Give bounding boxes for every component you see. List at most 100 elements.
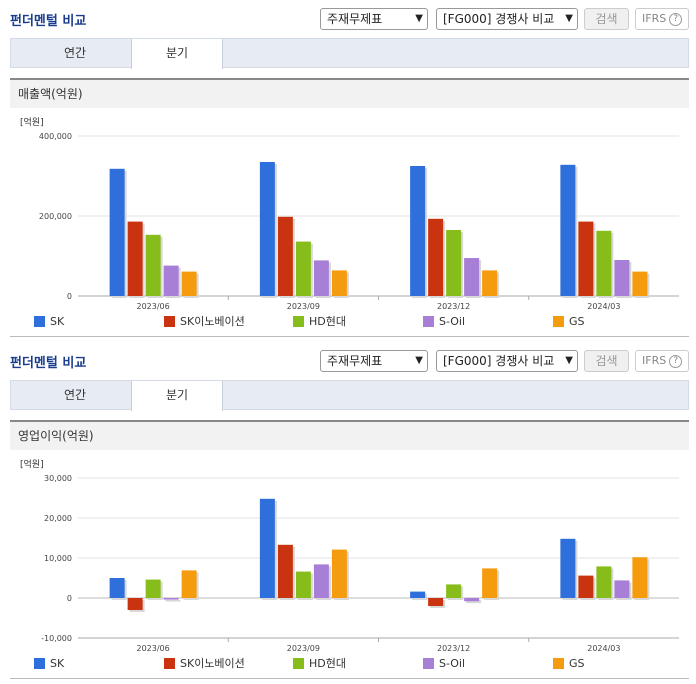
period-tabs: 연간 분기 xyxy=(10,38,689,69)
legend-swatch xyxy=(34,658,45,669)
fundamental-section-operating-profit: 펀더멘털 비교 주재무제표 ▼ [FG000] 경쟁사 비교 ▼ 검색 IFRS… xyxy=(0,342,696,684)
y-tick-label: 0 xyxy=(67,292,72,301)
chevron-down-icon: ▼ xyxy=(565,355,573,366)
fundamental-section-sales: 펀더멘털 비교 주재무제표 ▼ [FG000] 경쟁사 비교 ▼ 검색 IFRS… xyxy=(10,8,689,337)
legend-label: GS xyxy=(569,657,585,670)
legend-label: SK xyxy=(50,315,65,328)
y-unit-label: [억원] xyxy=(20,116,44,128)
legend-swatch xyxy=(34,316,45,327)
help-icon: ? xyxy=(669,12,683,26)
compare-select[interactable]: [FG000] 경쟁사 비교 ▼ xyxy=(436,350,578,372)
tab-quarterly[interactable]: 분기 xyxy=(131,381,223,411)
legend-label: S-Oil xyxy=(439,315,465,328)
bar-sk-2024-03 xyxy=(560,538,576,598)
bar-sk-2024-03 xyxy=(560,164,576,296)
bar-hd-2023-12 xyxy=(446,584,462,598)
x-tick-label: 2023/12 xyxy=(437,302,470,311)
tab-annual[interactable]: 연간 xyxy=(63,388,87,402)
bar-hd-2024-03 xyxy=(596,230,612,296)
y-tick-label: 0 xyxy=(67,594,72,603)
bar-hd-2024-03 xyxy=(596,566,612,598)
bar-sk-2023-09 xyxy=(259,162,275,296)
bar-sk-2023-09 xyxy=(277,544,293,598)
legend-swatch xyxy=(164,658,175,669)
bar-s-oil-2024-03 xyxy=(614,260,630,296)
chart-subheader: 영업이익(억원) xyxy=(10,420,689,450)
search-button[interactable]: 검색 xyxy=(584,8,629,30)
bar-hd-2023-06 xyxy=(145,579,161,598)
ifrs-label: IFRS xyxy=(642,12,667,25)
legend-label: SK이노베이션 xyxy=(180,657,245,670)
bar-gs-2023-06 xyxy=(181,570,197,598)
divider xyxy=(10,336,689,337)
statement-select[interactable]: 주재무제표 ▼ xyxy=(320,350,428,372)
bar-s-oil-2023-12 xyxy=(464,258,480,296)
legend-swatch xyxy=(293,658,304,669)
bar-shadow xyxy=(466,600,482,604)
bar-gs-2023-12 xyxy=(482,568,498,598)
legend-swatch xyxy=(423,658,434,669)
operating-profit-chart: [억원] -10,000 0 10,000 20,000 30,000 2023/06 202… xyxy=(20,458,679,670)
y-tick-label: 10,000 xyxy=(44,554,72,563)
bar-hd-2023-09 xyxy=(295,571,311,598)
chevron-down-icon: ▼ xyxy=(415,13,423,24)
legend-label: HD현대 xyxy=(309,315,346,328)
legend-label: HD현대 xyxy=(309,657,346,670)
help-icon: ? xyxy=(669,354,683,368)
bar-s-oil-2023-09 xyxy=(313,260,329,296)
compare-select[interactable]: [FG000] 경쟁사 비교 ▼ xyxy=(436,8,578,30)
search-button[interactable]: 검색 xyxy=(584,350,629,372)
bar-sk-2023-06 xyxy=(127,221,143,296)
bar-sk-2023-06 xyxy=(109,168,125,296)
bar-hd-2023-09 xyxy=(295,241,311,296)
ifrs-label: IFRS xyxy=(642,354,667,367)
bar-sk-2023-09 xyxy=(277,216,293,296)
y-tick-label: 200,000 xyxy=(39,212,72,221)
bar-sk-2023-12 xyxy=(428,218,444,296)
divider xyxy=(10,678,689,679)
x-tick-label: 2023/09 xyxy=(287,644,320,653)
bar-sk-2024-03 xyxy=(578,221,594,296)
bar-sk-2023-09 xyxy=(259,498,275,598)
bar-s-oil-2024-03 xyxy=(614,580,630,598)
bar-s-oil-2023-09 xyxy=(313,564,329,598)
legend-swatch xyxy=(164,316,175,327)
bar-s-oil-2023-06 xyxy=(163,265,179,296)
chevron-down-icon: ▼ xyxy=(565,13,573,24)
legend-swatch xyxy=(553,316,564,327)
tab-quarterly[interactable]: 분기 xyxy=(131,39,223,69)
legend-swatch xyxy=(553,658,564,669)
period-tabs: 연간 분기 xyxy=(10,380,689,411)
bar-gs-2023-12 xyxy=(482,270,498,296)
bar-hd-2023-12 xyxy=(446,230,462,296)
legend-label: S-Oil xyxy=(439,657,465,670)
chevron-down-icon: ▼ xyxy=(415,355,423,366)
y-tick-label: 30,000 xyxy=(44,474,72,483)
section-title: 펀더멘털 비교 xyxy=(10,14,87,29)
legend-swatch xyxy=(293,316,304,327)
x-tick-label: 2023/09 xyxy=(287,302,320,311)
bar-gs-2023-09 xyxy=(331,270,347,296)
sales-chart: [억원] 0 200,000 400,000 2023/06 2023/09 2023/12… xyxy=(20,116,679,328)
bar-sk-2023-12 xyxy=(428,598,444,606)
x-tick-label: 2023/12 xyxy=(437,644,470,653)
bar-s-oil-2023-06 xyxy=(163,598,179,600)
statement-select-value: 주재무제표 xyxy=(327,354,383,368)
legend-label: SK xyxy=(50,657,65,670)
y-tick-label: 20,000 xyxy=(44,514,72,523)
ifrs-button[interactable]: IFRS? xyxy=(635,350,689,372)
legend-label: GS xyxy=(569,315,585,328)
bar-gs-2023-06 xyxy=(181,271,197,296)
x-tick-label: 2024/03 xyxy=(587,302,620,311)
statement-select[interactable]: 주재무제표 ▼ xyxy=(320,8,428,30)
tab-annual[interactable]: 연간 xyxy=(63,46,87,60)
statement-select-value: 주재무제표 xyxy=(327,12,383,26)
bar-sk-2023-12 xyxy=(410,166,426,296)
ifrs-button[interactable]: IFRS? xyxy=(635,8,689,30)
bar-sk-2023-06 xyxy=(109,578,125,598)
y-tick-label: -10,000 xyxy=(41,634,72,643)
bar-gs-2023-09 xyxy=(331,549,347,598)
section-title: 펀더멘털 비교 xyxy=(10,356,87,371)
bar-gs-2024-03 xyxy=(632,271,648,296)
legend-swatch xyxy=(423,316,434,327)
